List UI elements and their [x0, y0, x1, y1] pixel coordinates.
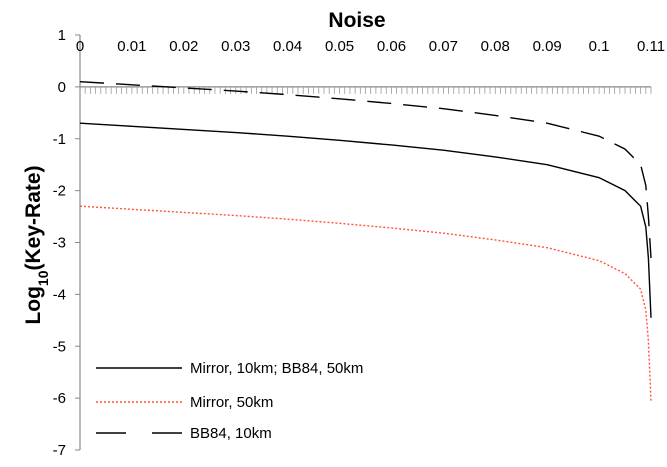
y-tick-label: -1 [53, 131, 66, 148]
y-tick-label: -7 [53, 442, 66, 459]
y-axis-label-tail: (Key-Rate) [22, 165, 45, 270]
x-tick-label: 0.08 [481, 38, 510, 55]
axes [75, 34, 652, 451]
y-tick-label: 0 [58, 79, 66, 96]
series-line-2 [79, 205, 652, 401]
x-tick-label: 0.1 [589, 38, 610, 55]
y-tick-label: -2 [53, 183, 66, 200]
x-tick-label: 0.09 [533, 38, 562, 55]
series-line-3 [79, 80, 652, 259]
y-axis-label: Log10(Key-Rate) [22, 165, 51, 324]
x-tick-label: 0.11 [637, 38, 665, 55]
y-tick-label: -6 [53, 390, 66, 407]
x-tick-label: 0.07 [429, 38, 458, 55]
x-tick-label: 0.04 [273, 38, 302, 55]
x-tick-label: 0.06 [377, 38, 406, 55]
y-axis-label-main: Log [22, 286, 45, 324]
legend-label-3: BB84, 10km [190, 425, 272, 442]
legend: Mirror, 10km; BB84, 50km Mirror, 50km BB84… [96, 360, 363, 442]
plot-area [79, 80, 652, 401]
series-line-1 [79, 122, 652, 318]
y-tick-label: -3 [53, 235, 66, 252]
y-axis-label-subscript: 10 [35, 270, 51, 286]
x-tick-label: 0.03 [221, 38, 250, 55]
legend-label-1: Mirror, 10km; BB84, 50km [190, 360, 363, 377]
x-tick-label: 0.05 [325, 38, 354, 55]
y-tick-label: -4 [53, 286, 66, 303]
x-tick-label: 0.01 [117, 38, 146, 55]
x-tick-label: 0 [76, 38, 84, 55]
x-tick-label: 0.02 [169, 38, 198, 55]
y-tick-label: -5 [53, 338, 66, 355]
y-tick-label: 1 [58, 27, 66, 44]
chart-title: Noise [328, 9, 385, 32]
tick-labels: 10-1-2-3-4-5-6-70 0.01 0.02 0.03 0.04 0.05 0.0… [53, 27, 665, 459]
legend-label-2: Mirror, 50km [190, 394, 273, 411]
